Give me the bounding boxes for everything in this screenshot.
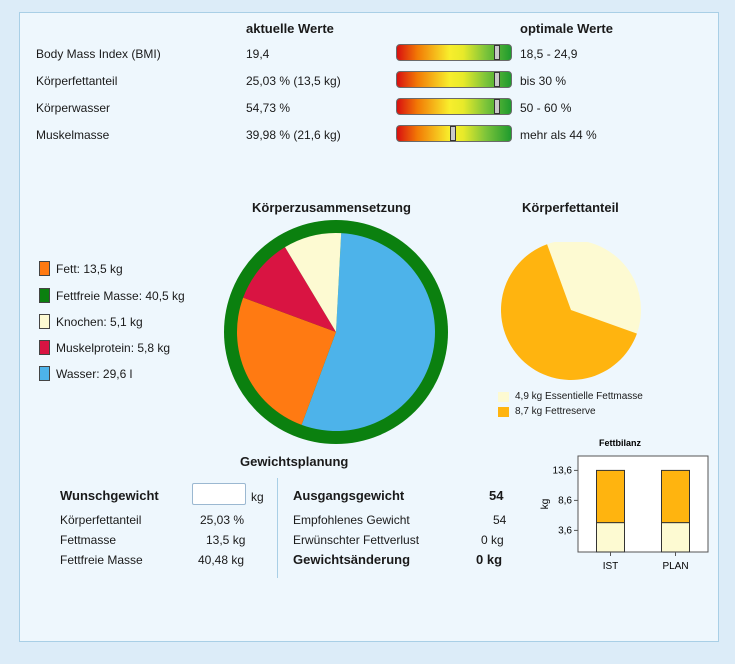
bar-ist-fettreserve [596, 469, 625, 524]
planning-fat-free-value: 40,48 kg [198, 553, 245, 567]
x-tick-label: PLAN [662, 561, 688, 572]
legend-item-muscle-protein: Muskelprotein: 5,8 kg [39, 340, 170, 355]
recommended-weight-label: Empfohlenes Gewicht [293, 513, 410, 527]
planning-fat-free-label: Fettfreie Masse [60, 553, 143, 567]
legend-label: Muskelprotein: 5,8 kg [56, 340, 171, 355]
bmi-rating-marker [494, 45, 501, 60]
bar-plan-essentielle-fettmasse [661, 522, 690, 553]
y-tick-label: 8,6 [558, 495, 572, 506]
pie-slice-knochen [285, 233, 342, 332]
body-fat-label: Körperfettanteil [36, 74, 118, 88]
current-values-header: aktuelle Werte [246, 21, 334, 36]
fat-balance-title: Fettbilanz [599, 438, 641, 448]
legend-label: Wasser: 29,6 l [56, 366, 133, 381]
weight-change-value: 0 kg [476, 552, 503, 567]
fat-balance-chart: Fettbilanz kg 3,6 8,6 13,6 IST PLAN [540, 438, 709, 572]
recommended-weight-value: 54 [493, 513, 507, 527]
legend-label: Knochen: 5,1 kg [56, 314, 143, 329]
wish-weight-unit: kg [251, 490, 264, 504]
legend-swatch [498, 391, 509, 402]
bmi-rating-bar [396, 44, 512, 61]
legend-item-water: Wasser: 29,6 l [39, 366, 132, 381]
planning-fat-mass-label: Fettmasse [60, 533, 117, 547]
body-fat-optimal: bis 30 % [520, 74, 567, 88]
bmi-label: Body Mass Index (BMI) [36, 47, 161, 61]
muscle-mass-rating-marker [449, 126, 456, 141]
fat-share-pie-chart [501, 242, 641, 380]
fat-share-chart-title: Körperfettanteil [522, 200, 619, 215]
body-water-rating-marker [494, 99, 501, 114]
legend-swatch [39, 340, 50, 355]
legend-swatch [39, 314, 50, 329]
start-weight-value: 54 [489, 488, 504, 503]
muscle-mass-rating-bar [396, 125, 512, 142]
composition-pie-chart [224, 220, 448, 444]
legend-swatch [498, 406, 509, 417]
planning-fat-mass-value: 13,5 kg [206, 533, 246, 547]
body-water-value: 54,73 % [246, 101, 291, 115]
x-tick-label: IST [603, 561, 619, 572]
legend-item-bones: Knochen: 5,1 kg [39, 314, 143, 329]
weight-planning-title: Gewichtsplanung [240, 454, 349, 469]
fat-share-legend-essential: 4,9 kg Essentielle Fettmasse [498, 391, 643, 402]
muscle-mass-label: Muskelmasse [36, 128, 110, 142]
body-fat-value: 25,03 % (13,5 kg) [246, 74, 341, 88]
legend-label: 4,9 kg Essentielle Fettmasse [515, 391, 643, 402]
desired-fat-loss-value: 0 kg [481, 533, 504, 547]
weight-change-label: Gewichtsänderung [293, 552, 411, 567]
body-fat-rating-marker [494, 72, 501, 87]
body-fat-rating-bar [396, 71, 512, 88]
body-water-label: Körperwasser [36, 101, 111, 115]
legend-swatch [39, 261, 50, 276]
y-tick-label: 13,6 [553, 465, 573, 476]
bar-ist-essentielle-fettmasse [596, 522, 625, 553]
legend-item-fat-free-mass: Fettfreie Masse: 40,5 kg [39, 288, 185, 303]
legend-label: Fett: 13,5 kg [56, 261, 123, 276]
muscle-mass-value: 39,98 % (21,6 kg) [246, 128, 341, 142]
wish-weight-input[interactable] [192, 483, 246, 505]
pie-slice-muskelprotein [243, 247, 336, 332]
legend-swatch [39, 288, 50, 303]
y-axis-label: kg [540, 499, 551, 510]
pie-slice-fett [237, 297, 336, 425]
legend-label: 8,7 kg Fettreserve [515, 406, 596, 417]
body-water-rating-bar [396, 98, 512, 115]
legend-label: Fettfreie Masse: 40,5 kg [56, 288, 185, 303]
bar-plan-fettreserve [661, 469, 690, 524]
pie-slice-wasser [301, 233, 436, 431]
legend-item-fat: Fett: 13,5 kg [39, 261, 123, 276]
planning-body-fat-label: Körperfettanteil [60, 513, 142, 527]
desired-fat-loss-label: Erwünschter Fettverlust [293, 533, 420, 547]
planning-divider [277, 478, 278, 578]
bmi-value: 19,4 [246, 47, 270, 61]
fat-share-legend-reserve: 8,7 kg Fettreserve [498, 406, 596, 417]
start-weight-label: Ausgangsgewicht [293, 488, 405, 503]
pie-slice-essentielle-fettmasse [547, 242, 641, 334]
bmi-optimal: 18,5 - 24,9 [520, 47, 578, 61]
composition-chart-title: Körperzusammensetzung [252, 200, 411, 215]
optimal-values-header: optimale Werte [520, 21, 613, 36]
muscle-mass-optimal: mehr als 44 % [520, 128, 597, 142]
planning-body-fat-value: 25,03 % [200, 513, 245, 527]
pie-slice-fettreserve [501, 244, 637, 380]
legend-swatch [39, 366, 50, 381]
body-water-optimal: 50 - 60 % [520, 101, 572, 115]
y-tick-label: 3,6 [558, 525, 572, 536]
wish-weight-label: Wunschgewicht [60, 488, 159, 503]
